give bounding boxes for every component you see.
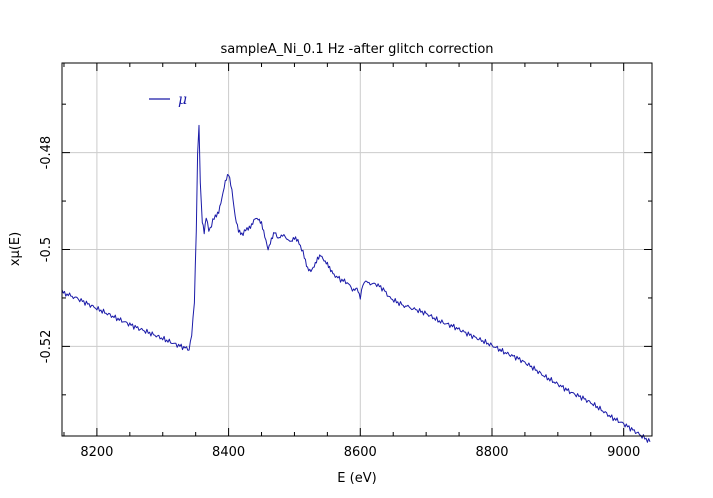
x-tick-label: 8400 — [212, 445, 245, 460]
x-tick-label: 8200 — [80, 445, 113, 460]
legend: μ — [149, 92, 187, 108]
series-line-mu — [61, 124, 651, 443]
chart-title: sampleA_Ni_0.1 Hz -after glitch correcti… — [220, 42, 493, 57]
y-tick-label: -0.5 — [39, 237, 54, 262]
y-tick-label: -0.48 — [39, 136, 54, 170]
y-tick-label: -0.52 — [39, 330, 54, 364]
y-axis-label: xμ(E) — [8, 232, 23, 266]
grid-lines — [62, 63, 652, 436]
plot-area — [61, 124, 651, 443]
x-tick-label: 8600 — [344, 445, 377, 460]
axis-ticks: 8200 8400 8600 8800 9000 -0.52 -0.5 -0.48 — [39, 63, 652, 460]
x-axis-label: E (eV) — [337, 471, 376, 486]
x-tick-label: 8800 — [475, 445, 508, 460]
legend-label: μ — [178, 92, 187, 108]
x-tick-label: 9000 — [607, 445, 640, 460]
